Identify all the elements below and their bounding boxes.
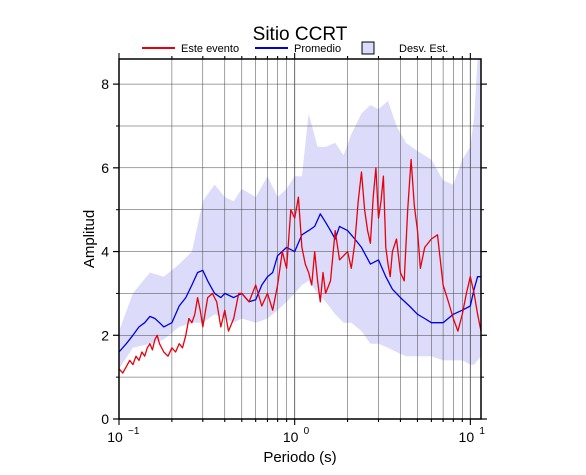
- y-tick-label: 0: [101, 411, 109, 427]
- legend-label: Promedio: [294, 43, 341, 55]
- y-tick-label: 6: [101, 160, 109, 176]
- series-line-este-evento: [118, 158, 482, 374]
- y-tick-label: 8: [101, 76, 109, 92]
- grid: [118, 59, 481, 419]
- legend-label: Desv. Est.: [399, 43, 448, 55]
- x-axis-label: Periodo (s): [263, 449, 336, 466]
- legend-label: Este evento: [181, 43, 239, 55]
- series-layer: [118, 158, 482, 374]
- y-tick-label: 4: [101, 244, 109, 260]
- legend-swatch-box: [361, 41, 375, 55]
- series-line-promedio: [118, 213, 481, 353]
- x-tick-label: 10: [107, 429, 123, 445]
- legend: Este evento Promedio Desv. Est.: [142, 41, 448, 55]
- plot-frame: [118, 58, 482, 420]
- axis-ticks: 0 2 4 6 8 10 −1 10 0 10 1: [101, 53, 487, 445]
- x-tick-label-exponent: −1: [128, 426, 140, 437]
- y-tick-label: 2: [101, 327, 109, 343]
- chart-title: Sitio CCRT: [253, 24, 348, 45]
- x-tick-label: 10: [459, 429, 475, 445]
- x-tick-label-exponent: 0: [304, 426, 310, 437]
- x-tick-label-exponent: 1: [479, 426, 485, 437]
- x-tick-label: 10: [283, 429, 299, 445]
- y-axis-label: Amplitud: [81, 210, 98, 268]
